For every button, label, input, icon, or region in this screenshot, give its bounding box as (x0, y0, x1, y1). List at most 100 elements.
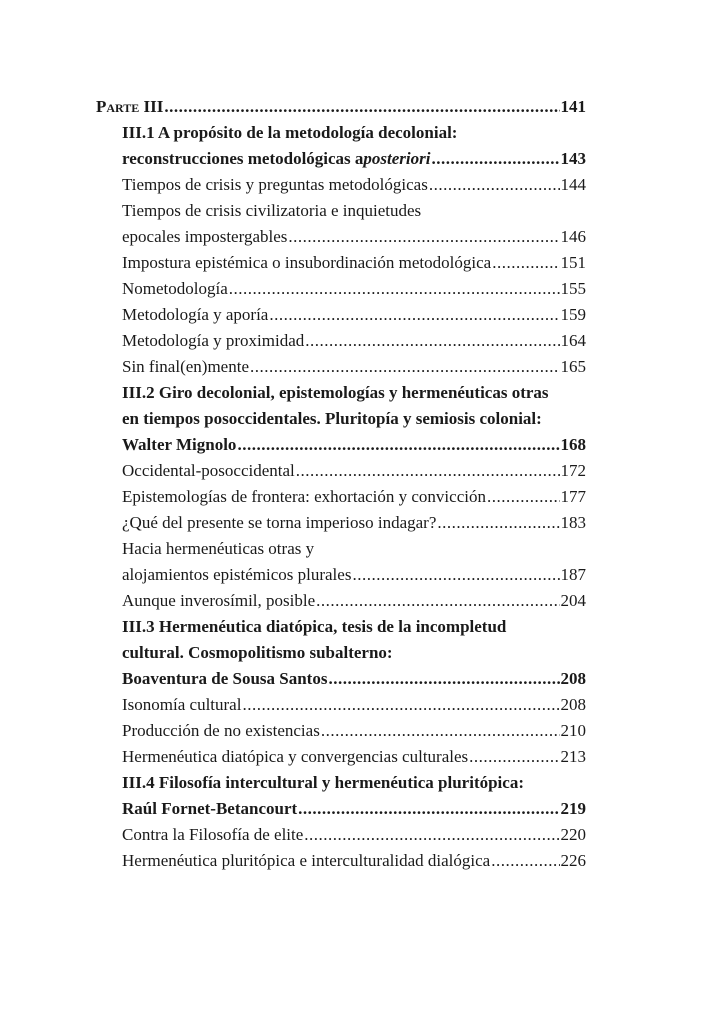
toc-entry-title: Tiempos de crisis y preguntas metodológi… (122, 175, 428, 194)
toc-entry-title: cultural. Cosmopolitismo subalterno: (122, 643, 393, 662)
dot-leader (469, 744, 559, 770)
toc-entry-title: Sin final(en)mente (122, 357, 249, 376)
toc-entry: Tiempos de crisis civilizatoria e inquie… (96, 198, 586, 224)
toc-entry-title: Metodología y aporía (122, 305, 269, 324)
toc-entry-title: en tiempos posoccidentales. Pluritopía y… (122, 409, 542, 428)
toc-page-number: 151 (560, 253, 587, 272)
toc-entry-title: Contra la Filosofía de elite (122, 825, 304, 844)
dot-leader (164, 94, 559, 120)
dot-leader (288, 224, 559, 250)
toc-entry: Aunque inverosímil, posible 204 (96, 588, 586, 614)
toc-entry-title: ¿Qué del presente se torna imperioso ind… (122, 513, 437, 532)
toc-page-number: 187 (560, 565, 587, 584)
toc-entry-title: alojamientos epistémicos plurales (122, 565, 352, 584)
toc-entry-title: Boaventura de Sousa Santos (122, 669, 328, 688)
toc-entry: Hermenéutica pluritópica e intercultural… (96, 848, 586, 874)
toc-entry-title: Hacia hermenéuticas otras y (122, 539, 315, 558)
toc-entry: Epistemologías de frontera: exhortación … (96, 484, 586, 510)
toc-page-number: 220 (560, 825, 587, 844)
toc-entry-title: Producción de no existencias (122, 721, 320, 740)
dot-leader (431, 146, 559, 172)
toc-entry: Hermenéutica diatópica y convergencias c… (96, 744, 586, 770)
toc-entry: Nometodología 155 (96, 276, 586, 302)
toc-page-number: 168 (560, 435, 587, 454)
dot-leader (316, 588, 559, 614)
toc-entry: Tiempos de crisis y preguntas metodológi… (96, 172, 586, 198)
toc-page-number: 172 (560, 461, 587, 480)
toc-entry-title: reconstrucciones metodológicas a (122, 149, 364, 168)
toc-page-number: 210 (560, 721, 587, 740)
toc-entry: Isonomía cultural 208 (96, 692, 586, 718)
toc-entry: Occidental-posoccidental 172 (96, 458, 586, 484)
dot-leader (242, 692, 559, 718)
toc-entry: ¿Qué del presente se torna imperioso ind… (96, 510, 586, 536)
dot-leader (304, 822, 559, 848)
toc-page-number: 143 (560, 149, 587, 168)
toc-entry-title: Occidental-posoccidental (122, 461, 295, 480)
toc-entry: Producción de no existencias 210 (96, 718, 586, 744)
toc-entry: Metodología y aporía 159 (96, 302, 586, 328)
toc-entry-title: III.4 Filosofía intercultural y hermenéu… (122, 773, 524, 792)
toc-page-number: 141 (560, 97, 587, 116)
toc-section-heading: III.2 Giro decolonial, epistemologías y … (96, 380, 586, 406)
toc-page-number: 208 (560, 669, 587, 688)
dot-leader (298, 796, 559, 822)
toc-page-number: 213 (560, 747, 587, 766)
dot-leader (229, 276, 560, 302)
toc-page-number: 164 (560, 331, 587, 350)
toc-section-heading: Raúl Fornet-Betancourt 219 (96, 796, 586, 822)
toc-page-number: 204 (560, 591, 587, 610)
toc-page-number: 159 (560, 305, 587, 324)
toc-entry: Impostura epistémica o insubordinación m… (96, 250, 586, 276)
toc-section-heading: Boaventura de Sousa Santos 208 (96, 666, 586, 692)
dot-leader (321, 718, 560, 744)
toc-page-number: 208 (560, 695, 587, 714)
toc-entry-title: Parte III (96, 97, 164, 116)
toc-entry-title: epocales impostergables (122, 227, 288, 246)
table-of-contents: Parte III 141 III.1 A propósito de la meto… (96, 94, 586, 874)
toc-entry: alojamientos epistémicos plurales 187 (96, 562, 586, 588)
toc-entry-title: Metodología y proximidad (122, 331, 305, 350)
dot-leader (352, 562, 559, 588)
toc-section-heading: III.1 A propósito de la metodología deco… (96, 120, 586, 146)
toc-section-heading: en tiempos posoccidentales. Pluritopía y… (96, 406, 586, 432)
dot-leader (492, 250, 559, 276)
dot-leader (437, 510, 559, 536)
dot-leader (250, 354, 560, 380)
toc-entry-title: III.3 Hermenéutica diatópica, tesis de l… (122, 617, 507, 636)
toc-section-heading: reconstrucciones metodológicas a posteri… (96, 146, 586, 172)
toc-section-heading: III.3 Hermenéutica diatópica, tesis de l… (96, 614, 586, 640)
toc-entry-title: Isonomía cultural (122, 695, 242, 714)
toc-page-number: 144 (560, 175, 587, 194)
toc-section-heading: cultural. Cosmopolitismo subalterno: (96, 640, 586, 666)
dot-leader (269, 302, 559, 328)
toc-entry-title: Epistemologías de frontera: exhortación … (122, 487, 486, 506)
dot-leader (491, 848, 559, 874)
toc-page-number: 183 (560, 513, 587, 532)
dot-leader (487, 484, 560, 510)
toc-entry-title: Walter Mignolo (122, 435, 237, 454)
toc-entry-title: Raúl Fornet-Betancourt (122, 799, 298, 818)
toc-section-heading: Walter Mignolo 168 (96, 432, 586, 458)
dot-leader (429, 172, 560, 198)
dot-leader (237, 432, 559, 458)
toc-entry-title: III.1 A propósito de la metodología deco… (122, 123, 458, 142)
toc-entry: Metodología y proximidad 164 (96, 328, 586, 354)
toc-entry-title: Aunque inverosímil, posible (122, 591, 316, 610)
toc-page-number: 146 (560, 227, 587, 246)
toc-section-heading: III.4 Filosofía intercultural y hermenéu… (96, 770, 586, 796)
toc-entry: epocales impostergables 146 (96, 224, 586, 250)
toc-entry-title: Tiempos de crisis civilizatoria e inquie… (122, 201, 422, 220)
toc-page-number: 226 (560, 851, 587, 870)
toc-entry-title-italic: posteriori (363, 149, 431, 168)
toc-page-number: 219 (560, 799, 587, 818)
toc-page-number: 155 (560, 279, 587, 298)
toc-page-number: 165 (560, 357, 587, 376)
toc-part-heading: Parte III 141 (96, 94, 586, 120)
toc-entry-title: Impostura epistémica o insubordinación m… (122, 253, 492, 272)
toc-entry-title: Nometodología (122, 279, 228, 298)
dot-leader (328, 666, 559, 692)
toc-page-number: 177 (560, 487, 587, 506)
dot-leader (296, 458, 560, 484)
toc-entry-title: III.2 Giro decolonial, epistemologías y … (122, 383, 549, 402)
